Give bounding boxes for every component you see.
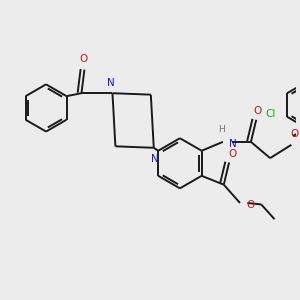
- Text: N: N: [152, 154, 159, 164]
- Text: O: O: [229, 149, 237, 159]
- Text: Cl: Cl: [266, 109, 276, 119]
- Text: N: N: [107, 78, 115, 88]
- Text: O: O: [254, 106, 262, 116]
- Text: O: O: [246, 200, 254, 210]
- Text: N: N: [230, 139, 237, 149]
- Text: O: O: [80, 54, 88, 64]
- Text: O: O: [291, 129, 299, 139]
- Text: H: H: [218, 124, 225, 134]
